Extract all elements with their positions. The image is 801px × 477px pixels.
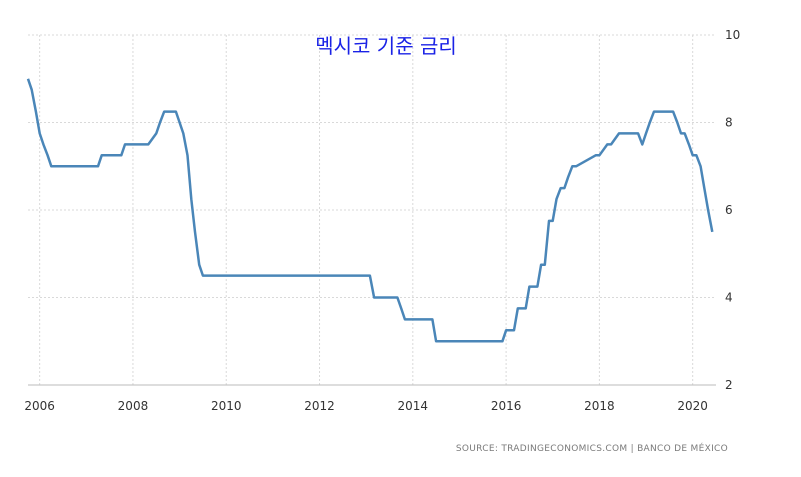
grid	[28, 34, 716, 385]
chart-title: 멕시코 기준 금리	[315, 34, 457, 58]
y-tick-label: 10	[725, 28, 740, 42]
x-tick-label: 2018	[584, 399, 615, 413]
x-tick-label: 2014	[398, 399, 429, 413]
y-tick-label: 4	[725, 291, 733, 305]
y-tick-label: 6	[725, 203, 733, 217]
y-tick-label: 2	[725, 378, 733, 392]
x-tick-label: 2010	[211, 399, 242, 413]
y-tick-label: 8	[725, 116, 733, 130]
x-tick-labels: 2006 2008 2010 2012 2014 2016 2018 2020	[24, 399, 708, 413]
source-note: SOURCE: TRADINGECONOMICS.COM | BANCO DE …	[456, 442, 728, 454]
y-tick-labels: 2 4 6 8 10	[725, 28, 740, 392]
series	[26, 78, 714, 343]
x-tick-label: 2012	[304, 399, 335, 413]
x-tick-label: 2008	[118, 399, 149, 413]
x-tick-label: 2020	[677, 399, 708, 413]
x-tick-label: 2016	[491, 399, 522, 413]
series-line	[26, 78, 714, 343]
x-tick-label: 2006	[24, 399, 55, 413]
